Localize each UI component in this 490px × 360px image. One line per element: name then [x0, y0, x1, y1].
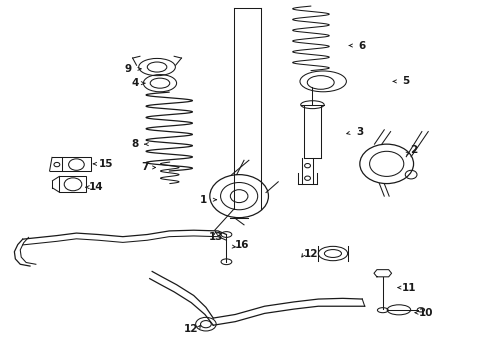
Text: 10: 10 [418, 308, 433, 318]
Text: 3: 3 [356, 127, 364, 136]
Text: 12: 12 [184, 324, 198, 334]
Text: 1: 1 [200, 195, 207, 205]
Bar [62, 157, 91, 171]
Text: 11: 11 [401, 283, 416, 293]
Text: 8: 8 [131, 139, 139, 149]
Bar [59, 176, 86, 192]
Text: 5: 5 [403, 76, 410, 86]
Text: 4: 4 [131, 78, 139, 88]
Text: 6: 6 [359, 41, 366, 50]
Text: 13: 13 [208, 232, 223, 242]
Text: 14: 14 [89, 182, 103, 192]
Text: 9: 9 [124, 64, 131, 74]
Text: 2: 2 [410, 144, 417, 154]
Text: 7: 7 [141, 162, 148, 172]
Text: 16: 16 [235, 239, 250, 249]
Text: 12: 12 [304, 248, 318, 258]
Text: 15: 15 [98, 159, 113, 169]
